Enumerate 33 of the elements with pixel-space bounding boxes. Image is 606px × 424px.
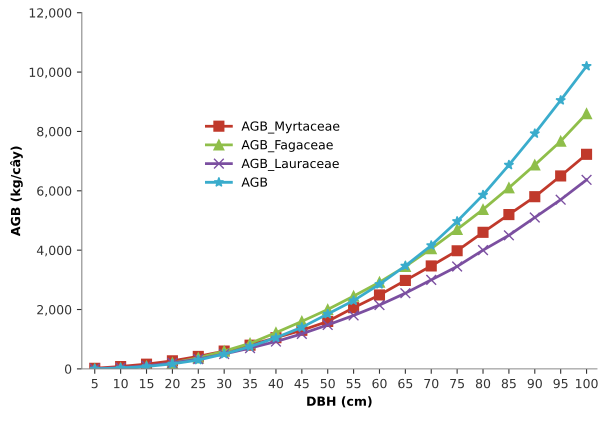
x-tick-label: 40 <box>268 378 284 388</box>
x-tick-label: 5 <box>92 378 98 388</box>
x-tick-label: 25 <box>191 378 206 388</box>
x-tick-label: 90 <box>528 378 542 388</box>
y-tick-label: 6,000 <box>37 186 72 197</box>
legend-label: AGB_Lauraceae <box>241 158 339 171</box>
y-axis-title: AGB (kg/cây) <box>10 146 23 236</box>
y-tick-label: 12,000 <box>30 8 72 19</box>
x-tick-label: 65 <box>398 378 412 388</box>
x-tick-label: 35 <box>243 378 257 388</box>
x-tick-label: 85 <box>502 378 516 388</box>
x-tick-label: 30 <box>217 378 232 388</box>
x-tick-label: 75 <box>450 378 464 388</box>
y-tick-label: 10,000 <box>30 68 72 78</box>
y-tick-label: 8,000 <box>37 126 72 138</box>
x-tick-label: 95 <box>554 378 568 388</box>
y-tick-label: 0 <box>64 364 72 374</box>
x-tick-label: 10 <box>114 378 128 388</box>
x-tick-label: 45 <box>294 378 309 388</box>
y-tick-label: 2,000 <box>37 304 72 316</box>
legend-label: AGB_Myrtaceae <box>241 121 340 134</box>
x-tick-label: 15 <box>140 378 154 388</box>
x-tick-label: 70 <box>424 378 438 388</box>
x-axis-title: DBH (cm) <box>307 396 372 408</box>
x-tick-label: 60 <box>372 378 387 388</box>
x-tick-label: 50 <box>320 378 335 388</box>
x-tick-label: 80 <box>476 378 490 388</box>
y-tick-label: 4,000 <box>36 246 72 256</box>
x-tick-label: 20 <box>165 378 180 388</box>
legend-label: AGB <box>241 177 268 187</box>
x-tick-label: 55 <box>346 378 360 388</box>
x-tick-label: 100 <box>576 378 598 388</box>
legend-label: AGB_Fagaceae <box>241 140 333 152</box>
